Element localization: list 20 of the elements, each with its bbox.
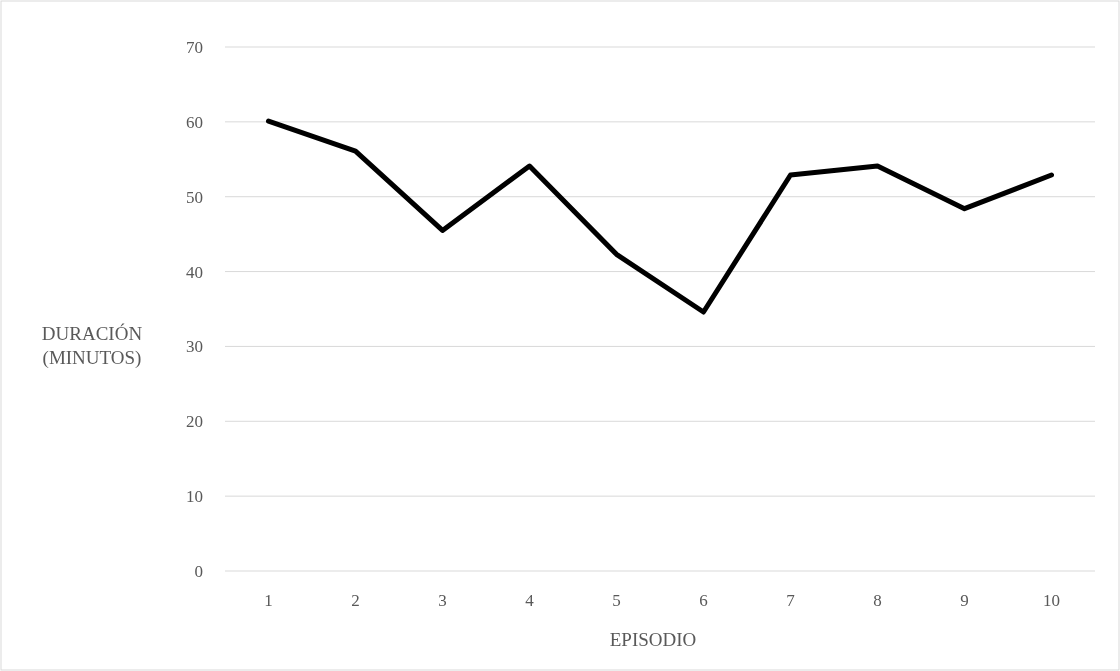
- y-tick-label: 10: [186, 487, 203, 507]
- y-axis-title: DURACIÓN (MINUTOS): [41, 323, 143, 369]
- x-tick-label: 7: [786, 591, 796, 610]
- y-tick-label: 40: [186, 262, 203, 282]
- y-tick-label: 30: [186, 337, 203, 357]
- y-tick-label: 60: [186, 112, 203, 132]
- x-tick-label: 8: [873, 591, 882, 610]
- x-tick-label: 6: [699, 591, 708, 610]
- x-tick-label: 4: [525, 591, 535, 610]
- x-tick-label: 10: [1043, 591, 1060, 610]
- x-tick-label: 2: [351, 591, 360, 610]
- y-tick-label: 50: [186, 187, 203, 207]
- x-tick-label: 5: [612, 591, 621, 610]
- x-axis-title: EPISODIO: [609, 629, 697, 650]
- x-tick-label: 9: [960, 591, 969, 610]
- x-tick-label: 3: [438, 591, 447, 610]
- y-tick-label: 0: [194, 561, 203, 581]
- x-tick-label: 1: [264, 591, 273, 610]
- y-tick-label: 20: [186, 412, 203, 432]
- y-tick-label: 70: [186, 37, 203, 57]
